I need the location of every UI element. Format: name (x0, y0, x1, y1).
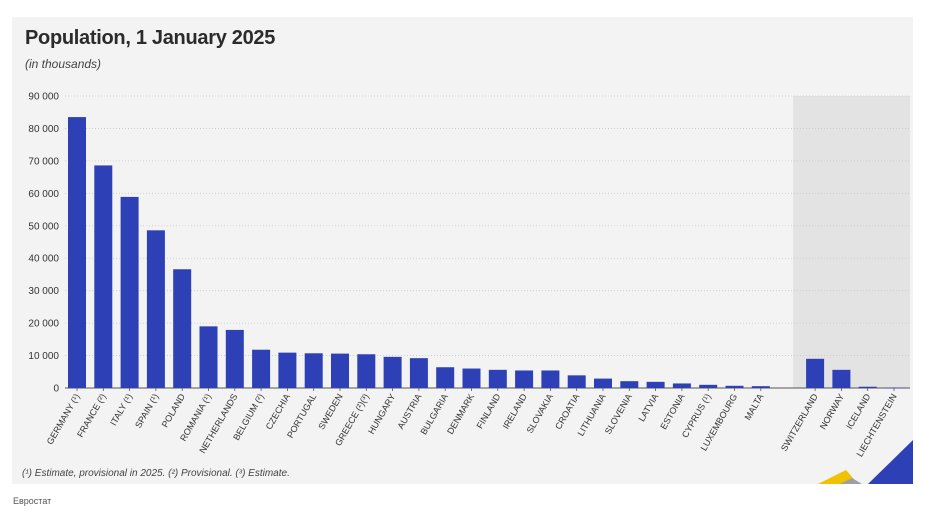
bar (357, 354, 376, 388)
bar (120, 196, 139, 388)
source-label: Евростат (13, 496, 52, 506)
bar (94, 165, 113, 388)
bar (383, 356, 402, 388)
bar (751, 386, 770, 388)
bar (515, 370, 534, 388)
bar (278, 352, 297, 388)
bar (567, 375, 586, 388)
chart-title: Population, 1 January 2025 (25, 27, 276, 49)
y-tick-label: 90 000 (28, 92, 59, 103)
bar (646, 381, 665, 388)
bar (699, 384, 718, 388)
corner-grey-shape (840, 478, 862, 484)
bar (541, 370, 560, 388)
bar (252, 349, 271, 388)
non-eu-band (793, 96, 910, 388)
y-tick-label: 50 000 (28, 221, 59, 232)
y-tick-label: 70 000 (28, 156, 59, 167)
y-tick-label: 20 000 (28, 319, 59, 330)
y-tick-label: 60 000 (28, 189, 59, 200)
bar (832, 369, 851, 388)
bar (409, 358, 428, 388)
y-tick-label: 40 000 (28, 254, 59, 265)
y-tick-label: 10 000 (28, 351, 59, 362)
corner-blue-shape (868, 440, 913, 484)
bar (173, 269, 192, 388)
bar (199, 326, 218, 388)
bar (462, 368, 481, 388)
y-tick-label: 30 000 (28, 286, 59, 297)
chart-subtitle: (in thousands) (25, 57, 102, 71)
bar (488, 369, 507, 388)
bar (672, 383, 691, 388)
y-tick-label: 0 (53, 384, 59, 395)
bar (331, 353, 349, 388)
bar (225, 329, 244, 388)
footnote: (¹) Estimate, provisional in 2025. (²) P… (22, 468, 290, 479)
bar (620, 381, 639, 388)
bar (304, 353, 323, 388)
bar (146, 230, 165, 388)
bar (806, 358, 825, 388)
y-tick-label: 80 000 (28, 124, 59, 135)
bar (436, 367, 455, 388)
bar (725, 385, 744, 388)
bar (858, 386, 877, 388)
bar (68, 117, 86, 388)
bar (594, 378, 612, 388)
